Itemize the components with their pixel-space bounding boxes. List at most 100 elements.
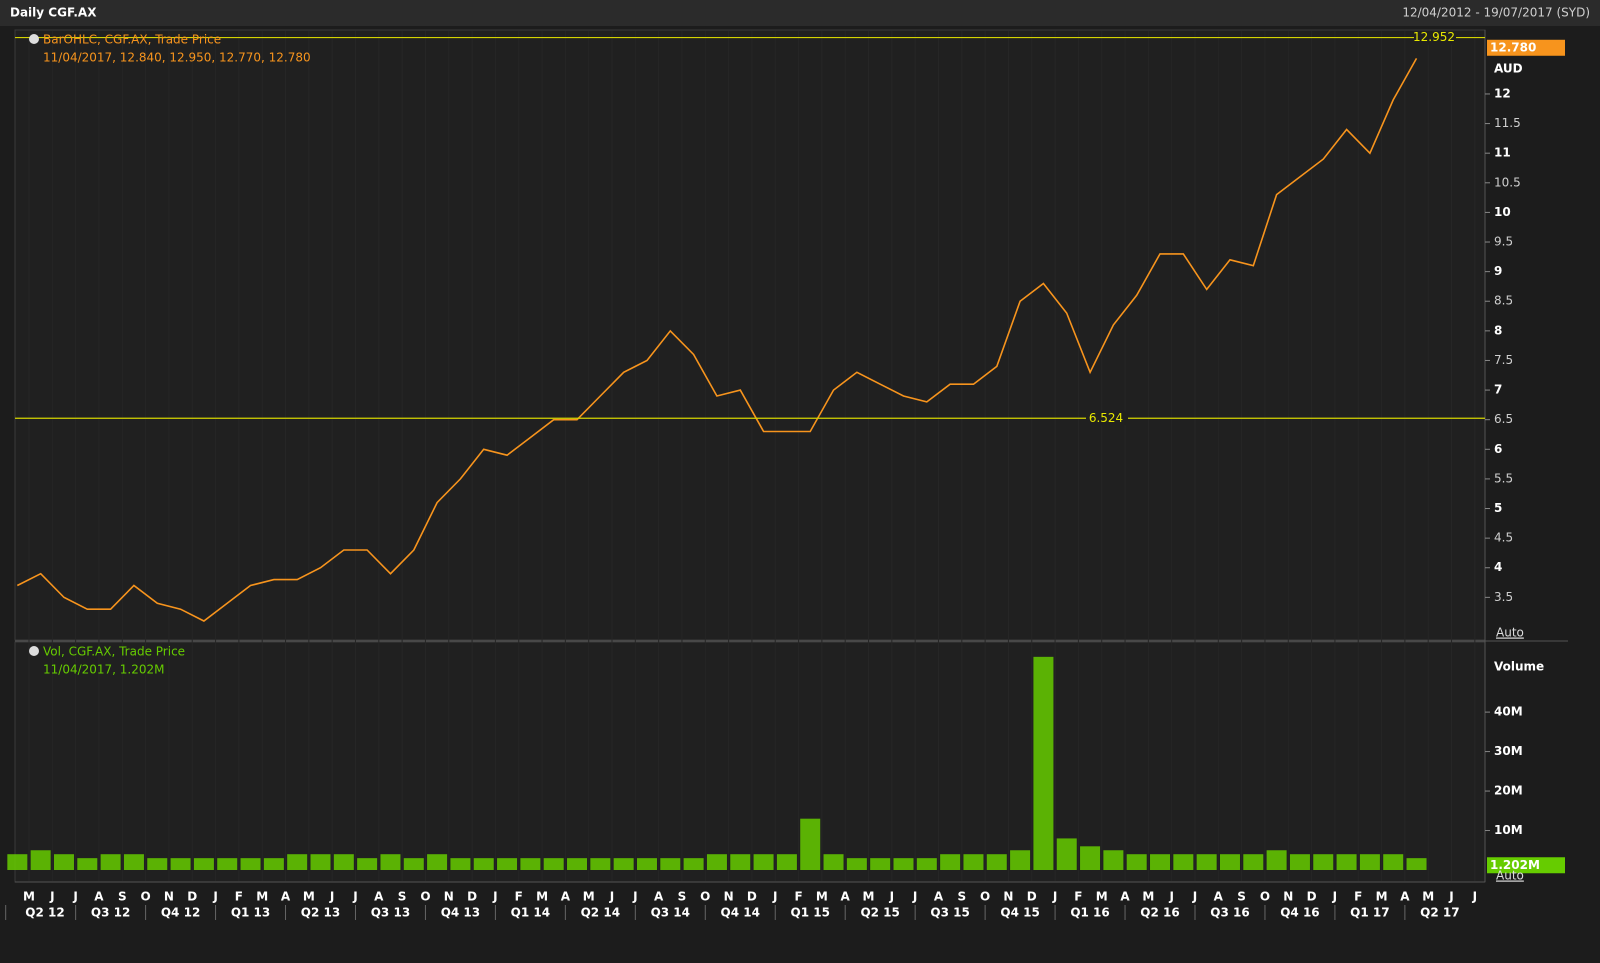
x-month-label: F xyxy=(515,890,523,904)
x-month-label: N xyxy=(724,890,734,904)
volume-bar xyxy=(147,858,168,870)
axis-unit: AUD xyxy=(1494,62,1523,76)
series-info: 11/04/2017, 1.202M xyxy=(43,663,165,677)
x-month-label: J xyxy=(329,890,334,904)
volume-bar xyxy=(427,854,448,870)
x-month-label: J xyxy=(1052,890,1057,904)
x-quarter-label: Q3 14 xyxy=(651,906,690,920)
x-month-label: A xyxy=(841,890,851,904)
volume-bar xyxy=(1243,854,1264,870)
volume-bar xyxy=(940,854,961,870)
volume-bar xyxy=(77,858,98,870)
volume-bar xyxy=(403,858,424,870)
series-info: 11/04/2017, 12.840, 12.950, 12.770, 12.7… xyxy=(43,51,311,65)
x-month-label: M xyxy=(536,890,548,904)
volume-bar xyxy=(450,858,471,870)
volume-bar xyxy=(1289,854,1310,870)
volume-bar xyxy=(1173,854,1194,870)
x-month-label: J xyxy=(492,890,497,904)
x-month-label: F xyxy=(1074,890,1082,904)
x-quarter-label: Q4 14 xyxy=(721,906,760,920)
x-month-label: M xyxy=(863,890,875,904)
x-month-label: J xyxy=(1332,890,1337,904)
x-month-label: A xyxy=(1214,890,1224,904)
volume-bar xyxy=(706,854,727,870)
volume-bar xyxy=(1150,854,1171,870)
x-month-label: F xyxy=(794,890,802,904)
volume-bar xyxy=(660,858,681,870)
volume-bar xyxy=(1383,854,1404,870)
volume-bar xyxy=(963,854,984,870)
volume-bar xyxy=(1196,854,1217,870)
x-quarter-label: Q2 16 xyxy=(1140,906,1179,920)
x-month-label: S xyxy=(398,890,407,904)
x-quarter-label: Q3 13 xyxy=(371,906,410,920)
x-month-label: J xyxy=(352,890,357,904)
x-month-label: D xyxy=(467,890,477,904)
x-month-label: N xyxy=(444,890,454,904)
y-tick-label: 7.5 xyxy=(1494,353,1513,367)
volume-bar xyxy=(240,858,261,870)
x-quarter-label: Q2 17 xyxy=(1420,906,1459,920)
x-month-label: J xyxy=(212,890,217,904)
volume-bar xyxy=(217,858,238,870)
auto-scale-button[interactable]: Auto xyxy=(1496,626,1524,640)
x-quarter-label: Q2 15 xyxy=(860,906,899,920)
y-tick-label: 10.5 xyxy=(1494,175,1521,189)
x-month-label: F xyxy=(235,890,243,904)
volume-bar xyxy=(30,850,51,870)
y-tick-label: 10M xyxy=(1494,823,1523,837)
volume-bar xyxy=(567,858,588,870)
volume-bar xyxy=(1056,838,1077,870)
x-month-label: O xyxy=(140,890,150,904)
y-tick-label: 12 xyxy=(1494,86,1511,100)
y-tick-label: 8.5 xyxy=(1494,294,1513,308)
y-tick-label: 5 xyxy=(1494,501,1502,515)
volume-bar xyxy=(590,858,611,870)
volume-bar xyxy=(870,858,891,870)
x-month-label: A xyxy=(94,890,104,904)
x-quarter-label: Q2 12 xyxy=(25,906,64,920)
x-month-label: O xyxy=(420,890,430,904)
volume-bar xyxy=(333,854,354,870)
x-month-label: J xyxy=(72,890,77,904)
x-month-label: S xyxy=(1237,890,1246,904)
volume-bar xyxy=(683,858,704,870)
x-month-label: M xyxy=(23,890,35,904)
x-month-label: F xyxy=(1354,890,1362,904)
x-month-label: M xyxy=(303,890,315,904)
volume-bar xyxy=(310,854,331,870)
volume-bar xyxy=(543,858,564,870)
volume-bar xyxy=(916,858,937,870)
volume-bar xyxy=(1126,854,1147,870)
volume-bar xyxy=(753,854,774,870)
volume-bar xyxy=(1033,656,1054,870)
x-month-label: M xyxy=(1142,890,1154,904)
x-quarter-label: Q3 15 xyxy=(930,906,969,920)
volume-bar xyxy=(776,854,797,870)
last-value-box xyxy=(1487,39,1565,56)
legend-icon[interactable] xyxy=(29,34,39,44)
x-quarter-label: Q4 15 xyxy=(1000,906,1039,920)
reference-label-bg xyxy=(1086,411,1128,426)
axis-unit: Volume xyxy=(1494,660,1544,674)
auto-scale-button[interactable]: Auto xyxy=(1496,869,1524,883)
y-tick-label: 11.5 xyxy=(1494,116,1521,130)
legend-icon[interactable] xyxy=(29,646,39,656)
volume-bar xyxy=(1406,858,1427,870)
volume-bar xyxy=(986,854,1007,870)
x-quarter-label: Q1 16 xyxy=(1070,906,1109,920)
x-quarter-label: Q4 16 xyxy=(1280,906,1319,920)
x-month-label: J xyxy=(632,890,637,904)
y-tick-label: 7 xyxy=(1494,383,1502,397)
volume-bar xyxy=(1266,850,1287,870)
title-bar xyxy=(0,0,1600,26)
y-tick-label: 3.5 xyxy=(1494,590,1513,604)
series-name: Vol, CGF.AX, Trade Price xyxy=(43,645,185,659)
volume-bar xyxy=(170,858,191,870)
y-tick-label: 4.5 xyxy=(1494,531,1513,545)
x-month-label: S xyxy=(678,890,687,904)
x-month-label: M xyxy=(256,890,268,904)
